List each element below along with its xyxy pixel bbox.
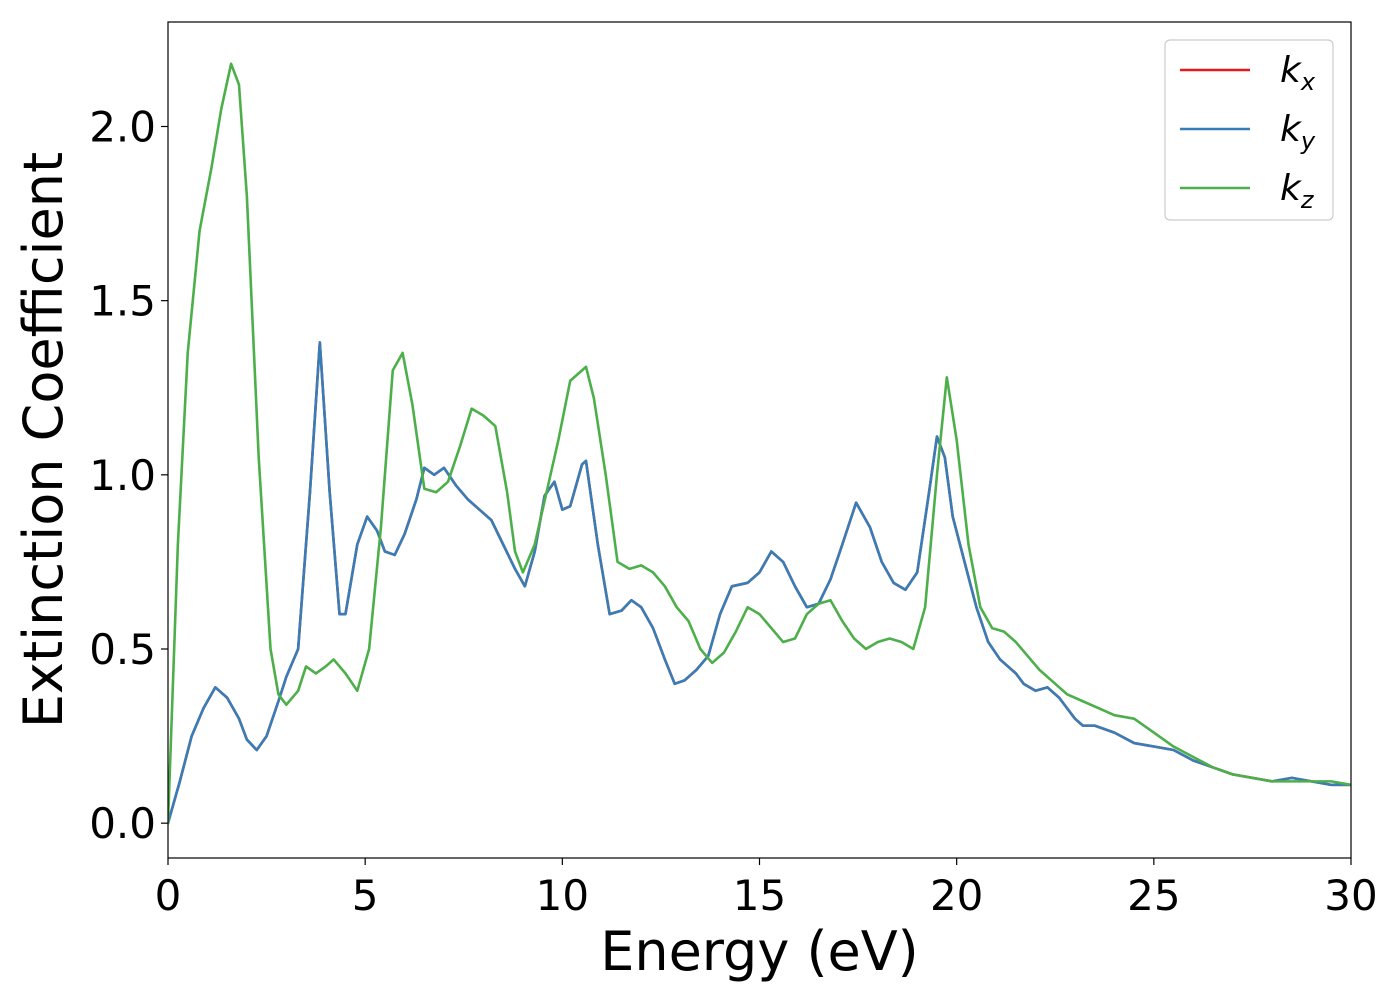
legend-items: kx ky kz: [1180, 50, 1316, 214]
x-tick-label: 5: [352, 871, 379, 920]
series-line-ky: [168, 341, 1351, 825]
y-tick-label: 2.0: [89, 103, 156, 152]
x-tick-label: 0: [155, 871, 182, 920]
series-line-kz: [168, 62, 1351, 825]
y-tick-label: 0.5: [89, 625, 156, 674]
y-axis-ticks: 0.0 0.5 1.0 1.5 2.0: [89, 103, 168, 848]
y-tick-label: 1.0: [89, 451, 156, 500]
y-tick-label: 1.5: [89, 277, 156, 326]
legend-label-kz: kz: [1280, 168, 1315, 214]
x-tick-label: 30: [1324, 871, 1377, 920]
x-axis-ticks: 0 5 10 15 20 25 30: [155, 858, 1378, 920]
x-tick-label: 25: [1127, 871, 1180, 920]
legend: kx ky kz: [1164, 39, 1334, 221]
x-tick-label: 20: [930, 871, 983, 920]
x-tick-label: 15: [733, 871, 786, 920]
y-axis-title: Extinction Coefficient: [12, 152, 75, 728]
x-axis-title: Energy (eV): [600, 920, 919, 983]
y-tick-label: 0.0: [89, 799, 156, 848]
legend-label-kx: kx: [1280, 50, 1316, 96]
series-layer: [168, 62, 1351, 825]
legend-label-ky: ky: [1280, 109, 1316, 155]
x-tick-label: 10: [536, 871, 589, 920]
